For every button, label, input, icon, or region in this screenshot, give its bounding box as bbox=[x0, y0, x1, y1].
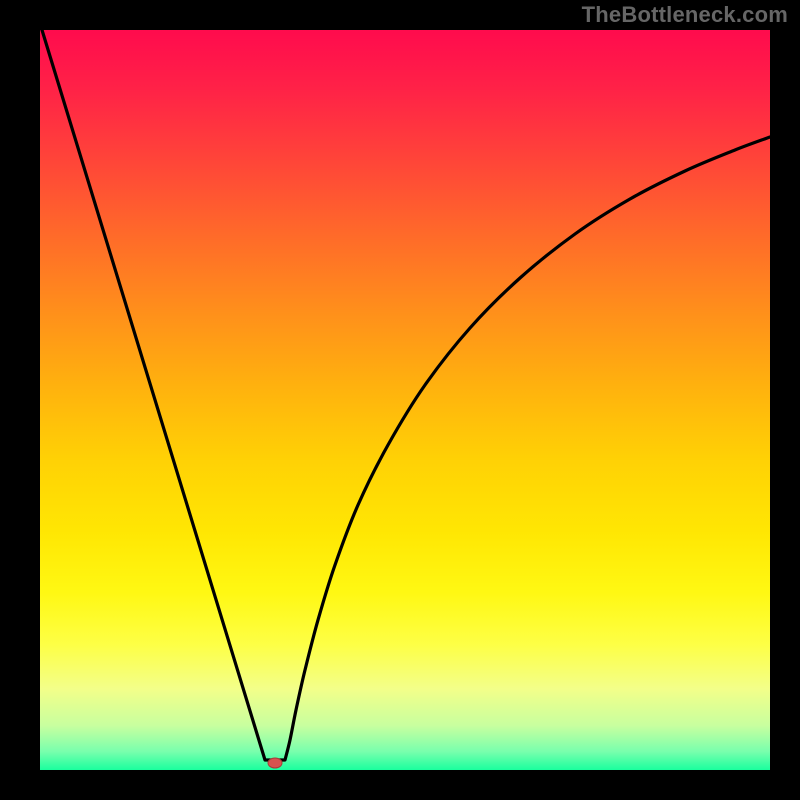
optimal-point-marker bbox=[268, 758, 282, 768]
watermark-text: TheBottleneck.com bbox=[582, 2, 788, 28]
bottleneck-curve-chart bbox=[0, 0, 800, 800]
chart-container: TheBottleneck.com bbox=[0, 0, 800, 800]
chart-gradient-background bbox=[40, 30, 770, 770]
